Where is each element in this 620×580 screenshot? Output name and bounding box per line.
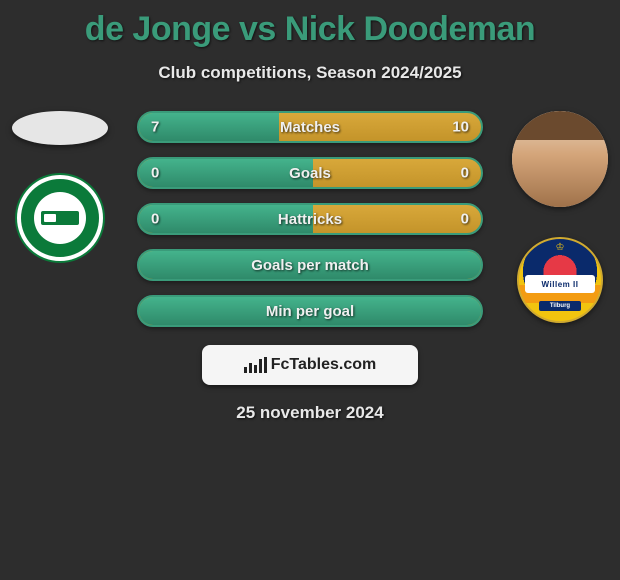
stat-fill <box>139 113 279 141</box>
groningen-icon <box>17 175 103 261</box>
face-icon <box>512 111 608 207</box>
willem-icon: ♔ Willem II Tilburg <box>517 237 603 323</box>
stat-value-left: 7 <box>151 119 159 136</box>
left-column <box>10 111 110 261</box>
snapshot-date: 25 november 2024 <box>0 403 620 423</box>
brand-text: FcTables.com <box>271 356 377 374</box>
brand-badge: FcTables.com <box>202 345 418 385</box>
page-title: de Jonge vs Nick Doodeman <box>0 10 620 49</box>
player-avatar-left <box>12 111 108 145</box>
stat-bar: Goals per match <box>137 249 483 281</box>
stat-bar: 7 Matches 10 <box>137 111 483 143</box>
stat-value-left: 0 <box>151 165 159 182</box>
page-subtitle: Club competitions, Season 2024/2025 <box>0 63 620 83</box>
stat-value-right: 0 <box>461 211 469 228</box>
stats-list: 7 Matches 10 0 Goals 0 0 Hattricks 0 Goals per ma… <box>137 111 483 327</box>
chart-icon <box>244 357 267 373</box>
stat-value-right: 10 <box>452 119 469 136</box>
stat-bar: 0 Goals 0 <box>137 157 483 189</box>
club-banner-text: Willem II <box>525 275 595 293</box>
club-logo-right: ♔ Willem II Tilburg <box>517 237 603 323</box>
stat-label: Goals per match <box>251 257 369 274</box>
club-city-text: Tilburg <box>539 301 581 311</box>
stat-fill <box>139 159 313 187</box>
right-column: ♔ Willem II Tilburg <box>510 111 610 323</box>
stat-bar: 0 Hattricks 0 <box>137 203 483 235</box>
stat-label: Goals <box>289 165 331 182</box>
comparison-card: de Jonge vs Nick Doodeman Club competiti… <box>0 0 620 423</box>
player-avatar-right <box>512 111 608 207</box>
stat-label: Matches <box>280 119 340 136</box>
club-logo-left <box>17 175 103 261</box>
stat-label: Hattricks <box>278 211 342 228</box>
stat-label: Min per goal <box>266 303 354 320</box>
stat-bar: Min per goal <box>137 295 483 327</box>
stat-value-left: 0 <box>151 211 159 228</box>
main-area: ♔ Willem II Tilburg 7 Matches 10 0 Goals 0 0 Ha… <box>0 111 620 423</box>
stat-value-right: 0 <box>461 165 469 182</box>
